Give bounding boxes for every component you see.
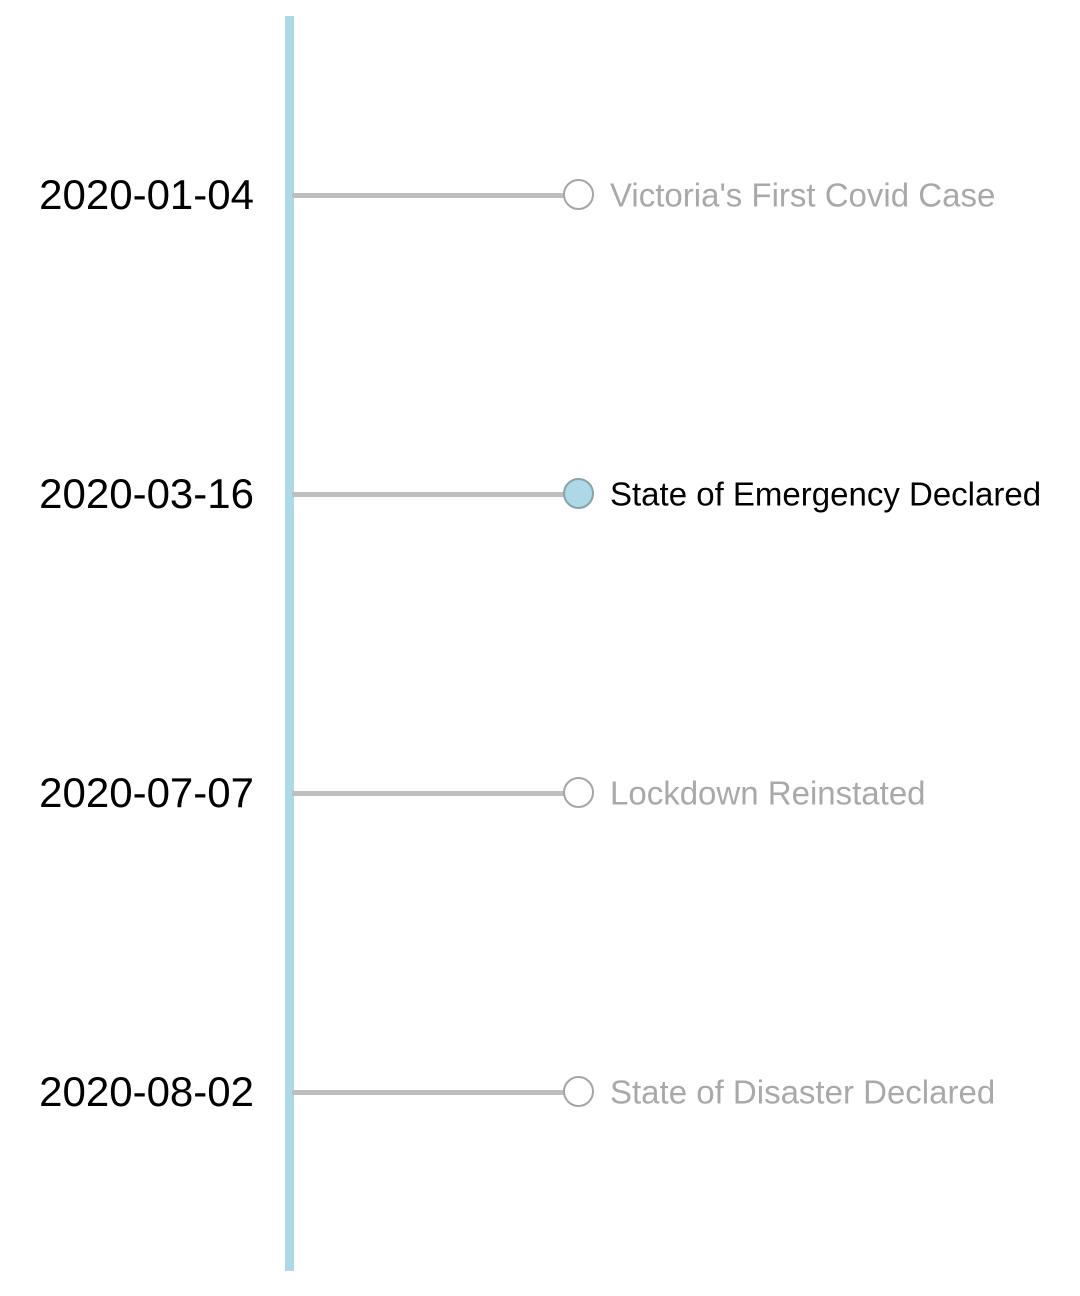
timeline-event-state-of-emergency[interactable]: 2020-03-16 State of Emergency Declared bbox=[0, 464, 1080, 524]
event-marker[interactable] bbox=[563, 1076, 594, 1107]
event-label: State of Disaster Declared bbox=[610, 1073, 996, 1111]
event-marker[interactable] bbox=[563, 777, 594, 808]
event-connector bbox=[292, 1090, 564, 1095]
event-connector bbox=[292, 492, 564, 497]
event-marker[interactable] bbox=[563, 179, 594, 210]
event-connector bbox=[292, 791, 564, 796]
event-marker-selected[interactable] bbox=[563, 478, 594, 509]
timeline-event-first-covid-case[interactable]: 2020-01-04 Victoria's First Covid Case bbox=[0, 165, 1080, 225]
event-date: 2020-08-02 bbox=[39, 1068, 254, 1115]
event-label: State of Emergency Declared bbox=[610, 475, 1042, 513]
event-date: 2020-01-04 bbox=[39, 171, 254, 218]
timeline-axis bbox=[285, 16, 294, 1271]
event-date: 2020-03-16 bbox=[39, 470, 254, 517]
timeline-event-state-of-disaster[interactable]: 2020-08-02 State of Disaster Declared bbox=[0, 1062, 1080, 1122]
event-label: Lockdown Reinstated bbox=[610, 774, 926, 812]
event-connector bbox=[292, 193, 564, 198]
event-label: Victoria's First Covid Case bbox=[610, 176, 996, 214]
event-date: 2020-07-07 bbox=[39, 769, 254, 816]
timeline-event-lockdown-reinstated[interactable]: 2020-07-07 Lockdown Reinstated bbox=[0, 763, 1080, 823]
